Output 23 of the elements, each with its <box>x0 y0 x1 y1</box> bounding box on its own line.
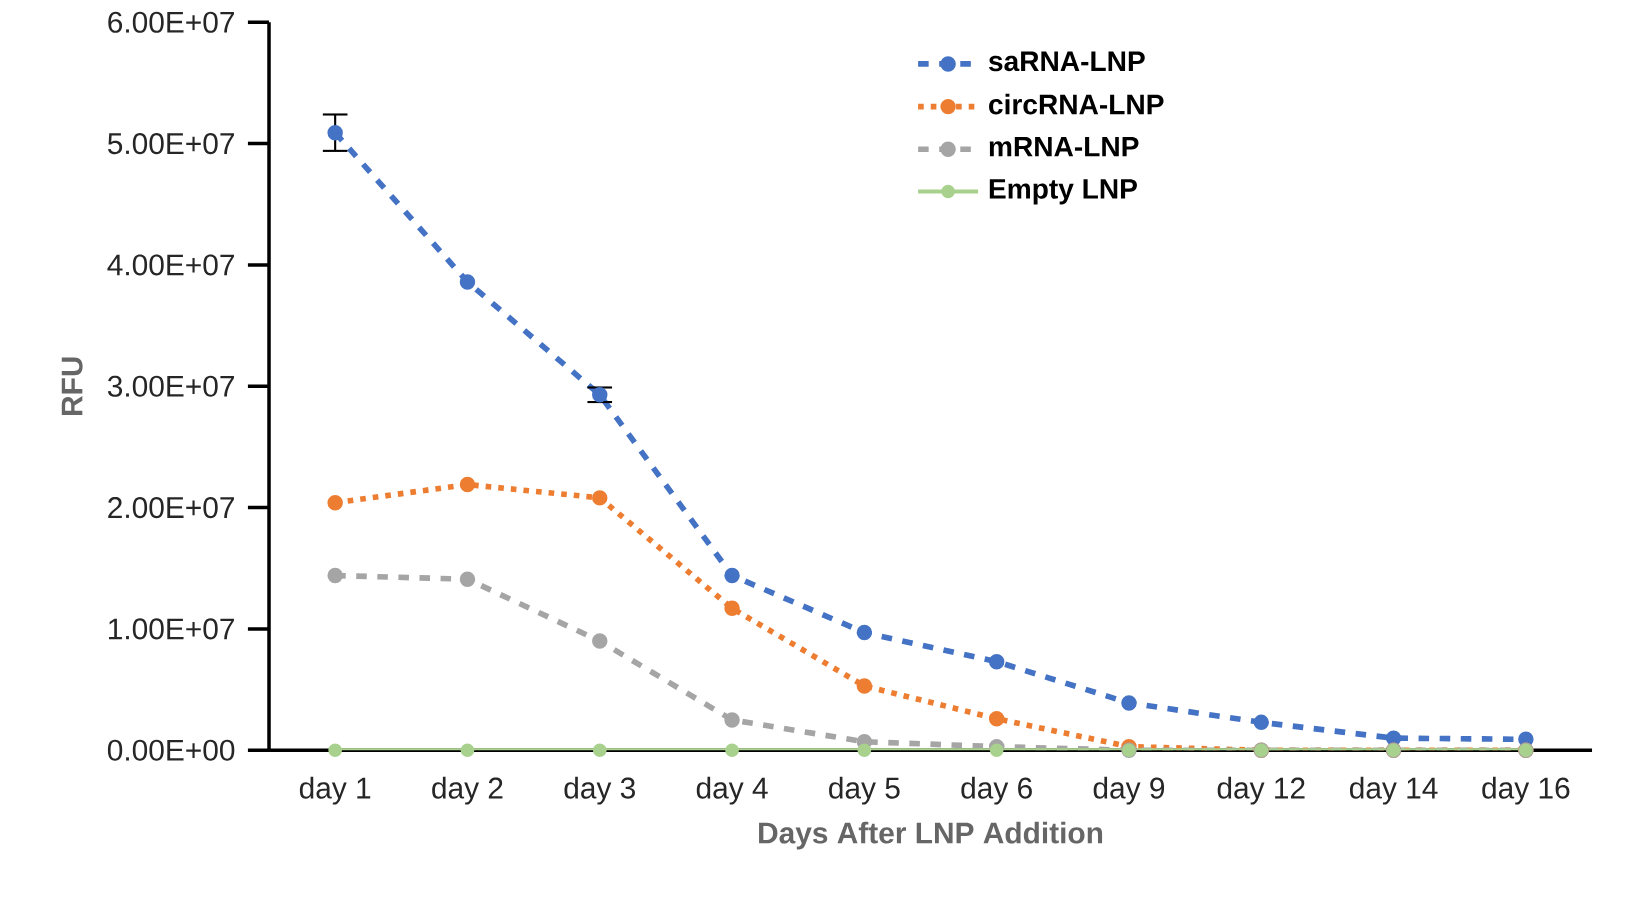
legend-label: saRNA-LNP <box>988 51 1145 72</box>
legend-label: mRNA-LNP <box>989 136 1139 157</box>
y-tick-label: 2.00E+07 <box>108 496 234 519</box>
x-tick-label: day 6 <box>961 776 1032 805</box>
y-tick-label: 0.00E+00 <box>107 739 235 761</box>
y-tick-label: 3.00E+07 <box>107 375 234 397</box>
y-tick-label: 4.00E+07 <box>107 254 234 276</box>
legend-label: circRNA-LNP <box>989 93 1164 115</box>
y-tick-label: 5.00E+07 <box>107 132 234 155</box>
x-tick-label: day 3 <box>564 776 635 805</box>
x-tick-label: day 9 <box>1093 776 1165 805</box>
y-tick-label: 6.00E+07 <box>108 11 234 33</box>
x-tick-label: day 4 <box>696 776 768 805</box>
x-axis-title: Days After LNP Addition <box>759 821 1103 850</box>
legend-label: Empty LNP <box>989 179 1137 205</box>
y-axis-title: RFU <box>61 357 83 415</box>
x-tick-label: day 1 <box>299 776 371 805</box>
x-tick-label: day 5 <box>829 776 900 805</box>
x-tick-label: day 16 <box>1482 776 1570 805</box>
x-tick-label: day 2 <box>432 776 503 805</box>
x-tick-label: day 14 <box>1349 776 1438 805</box>
y-tick-label: 1.00E+07 <box>109 618 234 640</box>
x-tick-label: day 12 <box>1217 776 1305 805</box>
